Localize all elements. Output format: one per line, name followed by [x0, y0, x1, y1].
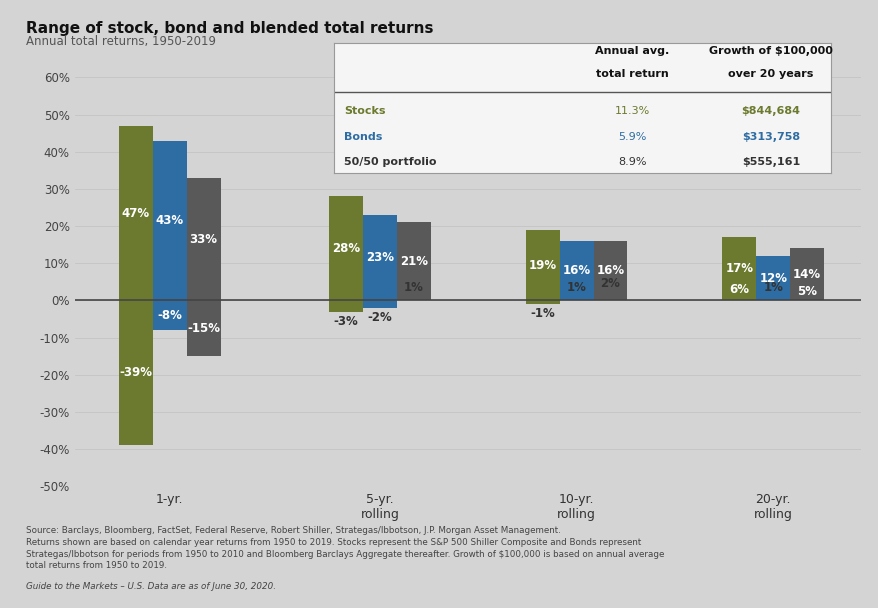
Text: Guide to the Markets – U.S. Data are as of June 30, 2020.: Guide to the Markets – U.S. Data are as … [26, 582, 276, 591]
Bar [119, 300, 153, 446]
Text: 5.9%: 5.9% [617, 132, 645, 142]
Text: -8%: -8% [157, 309, 182, 322]
Text: 19%: 19% [528, 258, 556, 272]
Bar [755, 297, 789, 300]
Text: 23%: 23% [365, 251, 393, 264]
Text: 6%: 6% [729, 283, 748, 296]
Bar [789, 282, 824, 300]
Bar [559, 241, 593, 300]
Text: over 20 years: over 20 years [728, 69, 813, 78]
Text: Range of stock, bond and blended total returns: Range of stock, bond and blended total r… [26, 21, 434, 36]
Text: Growth of $100,000: Growth of $100,000 [709, 46, 832, 57]
Text: 21%: 21% [399, 255, 428, 268]
Bar [593, 293, 627, 300]
Bar [525, 230, 559, 300]
Bar [186, 178, 220, 300]
Text: 1%: 1% [566, 281, 586, 294]
Text: 5%: 5% [796, 285, 817, 298]
Text: total return: total return [595, 69, 667, 78]
Text: 16%: 16% [596, 264, 624, 277]
Text: 8.9%: 8.9% [617, 156, 645, 167]
Text: 43%: 43% [155, 214, 184, 227]
Text: -1%: -1% [529, 307, 554, 320]
Text: 1%: 1% [403, 281, 423, 294]
Text: $844,684: $844,684 [741, 106, 800, 116]
Text: $555,161: $555,161 [741, 156, 799, 167]
Bar [328, 300, 363, 312]
Bar [328, 196, 363, 300]
Bar [153, 140, 186, 300]
Text: 33%: 33% [190, 233, 218, 246]
Bar [363, 300, 396, 308]
Text: Annual avg.: Annual avg. [594, 46, 668, 57]
Text: 50/50 portfolio: 50/50 portfolio [343, 156, 436, 167]
Text: -2%: -2% [367, 311, 392, 324]
Bar [593, 241, 627, 300]
Text: Source: Barclays, Bloomberg, FactSet, Federal Reserve, Robert Shiller, Strategas: Source: Barclays, Bloomberg, FactSet, Fe… [26, 526, 664, 570]
Text: Annual total returns, 1950-2019: Annual total returns, 1950-2019 [26, 35, 216, 48]
Bar [789, 249, 824, 300]
Text: -15%: -15% [187, 322, 220, 335]
Text: 11.3%: 11.3% [614, 106, 649, 116]
Text: -3%: -3% [334, 314, 358, 328]
Text: 17%: 17% [724, 263, 752, 275]
Text: 1%: 1% [762, 281, 782, 294]
Text: 2%: 2% [600, 277, 620, 290]
Text: 12%: 12% [759, 272, 787, 285]
Bar [525, 300, 559, 304]
Bar [755, 256, 789, 300]
Text: -39%: -39% [119, 367, 152, 379]
Bar [119, 126, 153, 300]
Text: Bonds: Bonds [343, 132, 382, 142]
Text: 47%: 47% [121, 207, 149, 219]
Text: 14%: 14% [792, 268, 820, 281]
Text: Stocks: Stocks [343, 106, 385, 116]
Bar [153, 300, 186, 330]
Bar [396, 223, 430, 300]
Text: $313,758: $313,758 [741, 132, 799, 142]
Bar [396, 297, 430, 300]
Text: 28%: 28% [332, 242, 360, 255]
Bar [186, 300, 220, 356]
Bar [722, 237, 755, 300]
Bar [559, 297, 593, 300]
Bar [722, 278, 755, 300]
Text: 16%: 16% [562, 264, 590, 277]
Bar [363, 215, 396, 300]
